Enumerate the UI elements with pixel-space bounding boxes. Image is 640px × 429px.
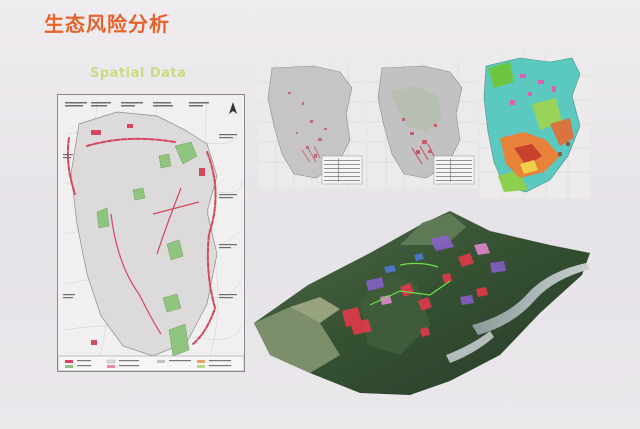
analysis-map-grey-2 bbox=[368, 62, 478, 188]
terrain-3d-model bbox=[250, 205, 595, 400]
analysis-map-grey-1 bbox=[258, 62, 366, 188]
slide-title: 生态风险分析 bbox=[44, 12, 170, 36]
risk-classification-map bbox=[480, 52, 590, 198]
north-arrow-icon bbox=[229, 102, 237, 114]
site-plan-map bbox=[57, 94, 245, 372]
spatial-data-heading: Spatial Data bbox=[90, 66, 187, 81]
